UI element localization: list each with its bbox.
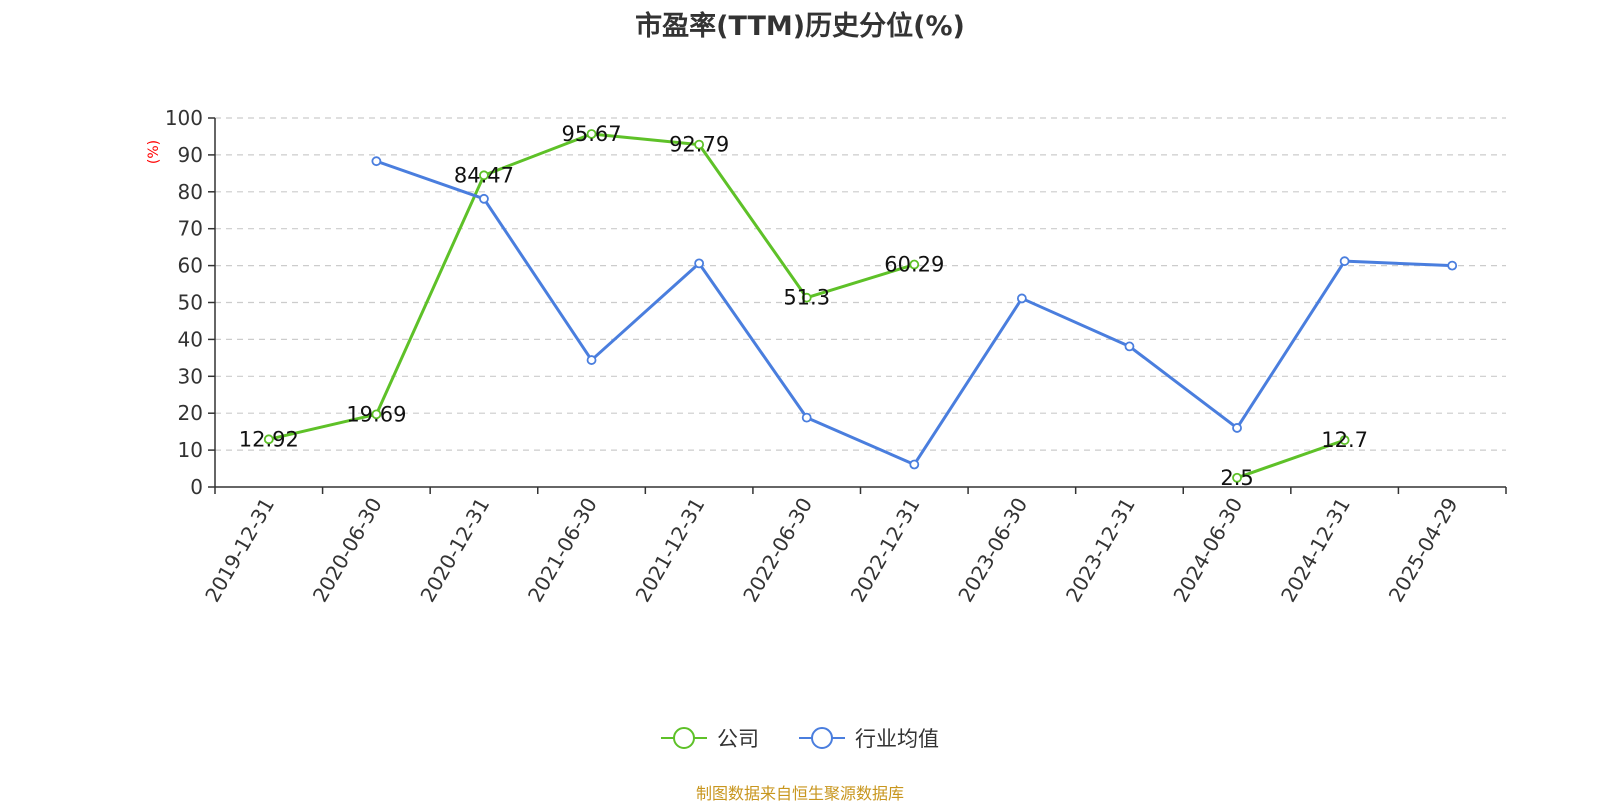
- data-point[interactable]: [1339, 256, 1350, 267]
- series-line: [375, 159, 1453, 466]
- x-tick-label: 2024-06-30: [1168, 494, 1247, 607]
- data-label: 51.3: [783, 286, 830, 310]
- data-point[interactable]: [1232, 472, 1242, 483]
- data-label: 12.92: [239, 427, 299, 451]
- data-point[interactable]: [263, 434, 274, 445]
- series-line: [1236, 438, 1346, 480]
- data-point[interactable]: [694, 258, 705, 269]
- x-tick-label: 2024-12-31: [1276, 494, 1355, 607]
- x-tick-label: 2021-06-30: [523, 494, 602, 607]
- data-label: 95.67: [561, 122, 621, 146]
- x-tick-label: 2022-12-31: [846, 494, 925, 607]
- data-point[interactable]: [586, 129, 597, 139]
- data-point[interactable]: [371, 156, 382, 167]
- data-point[interactable]: [371, 409, 382, 420]
- data-label: 19.69: [346, 402, 406, 426]
- data-point[interactable]: [586, 355, 597, 365]
- data-point[interactable]: [1339, 435, 1350, 446]
- data-label: 84.47: [454, 163, 514, 187]
- y-tick-label: 70: [178, 217, 203, 241]
- series-layer: [263, 129, 1458, 483]
- data-label: 12.7: [1321, 428, 1368, 452]
- data-point[interactable]: [479, 170, 489, 181]
- y-axis-label: (%): [146, 140, 162, 164]
- legend-swatch-industry-avg: [799, 726, 845, 750]
- legend-swatch-company: [661, 726, 707, 750]
- data-point[interactable]: [909, 259, 920, 270]
- x-tick-label: 2023-06-30: [953, 494, 1032, 607]
- data-point[interactable]: [1124, 341, 1135, 352]
- y-tick-label: 100: [165, 106, 203, 130]
- y-tick-label: 0: [190, 475, 203, 499]
- y-tick-label: 10: [178, 438, 203, 462]
- series-company: [263, 129, 1350, 483]
- y-tick-label: 90: [178, 143, 203, 167]
- data-point[interactable]: [1016, 293, 1027, 304]
- data-source-note: 制图数据来自恒生聚源数据库: [695, 784, 904, 803]
- x-tick-label: 2025-04-29: [1384, 494, 1463, 607]
- data-point[interactable]: [694, 139, 705, 150]
- legend: 公司 行业均值: [0, 723, 1600, 753]
- grid-lines: [215, 117, 1506, 451]
- y-tick-label: 40: [178, 327, 203, 351]
- data-point[interactable]: [1232, 423, 1242, 433]
- y-tick-label: 50: [178, 291, 203, 315]
- x-tick-label: 2022-06-30: [738, 494, 817, 607]
- legend-label-company: 公司: [717, 727, 759, 751]
- y-tick-label: 30: [178, 364, 203, 388]
- data-label: 92.79: [669, 133, 729, 157]
- y-tick-label: 60: [178, 254, 203, 278]
- chart-title: 市盈率(TTM)历史分位(%): [635, 11, 965, 42]
- data-point[interactable]: [479, 193, 489, 204]
- data-label: 60.29: [884, 253, 944, 277]
- y-tick-label: 80: [178, 180, 203, 204]
- x-tick-label: 2023-12-31: [1061, 494, 1140, 607]
- x-tick-label: 2020-12-31: [415, 494, 494, 607]
- legend-item-company[interactable]: 公司: [661, 723, 759, 753]
- data-label: 2.5: [1220, 466, 1253, 490]
- x-tick-label: 2019-12-31: [200, 494, 279, 607]
- x-tick-label: 2021-12-31: [631, 494, 710, 607]
- y-tick-label: 20: [178, 401, 203, 425]
- data-point[interactable]: [801, 412, 812, 423]
- data-point[interactable]: [1447, 260, 1458, 271]
- data-labels: 12.92 19.69 84.47 95.67 92.79 51.3 60.29 2.5 12.…: [239, 122, 1368, 490]
- legend-item-industry-avg[interactable]: 行业均值: [799, 723, 939, 753]
- legend-label-industry-avg: 行业均值: [855, 727, 939, 751]
- x-tick-label: 2020-06-30: [308, 494, 387, 607]
- data-point[interactable]: [909, 459, 920, 470]
- series-industry-avg: [371, 156, 1458, 470]
- axes: 0 10 20 30 40 50 60 70 80 90 100(%) 2019-12-31 2020-…: [146, 106, 1507, 607]
- data-point[interactable]: [801, 292, 812, 303]
